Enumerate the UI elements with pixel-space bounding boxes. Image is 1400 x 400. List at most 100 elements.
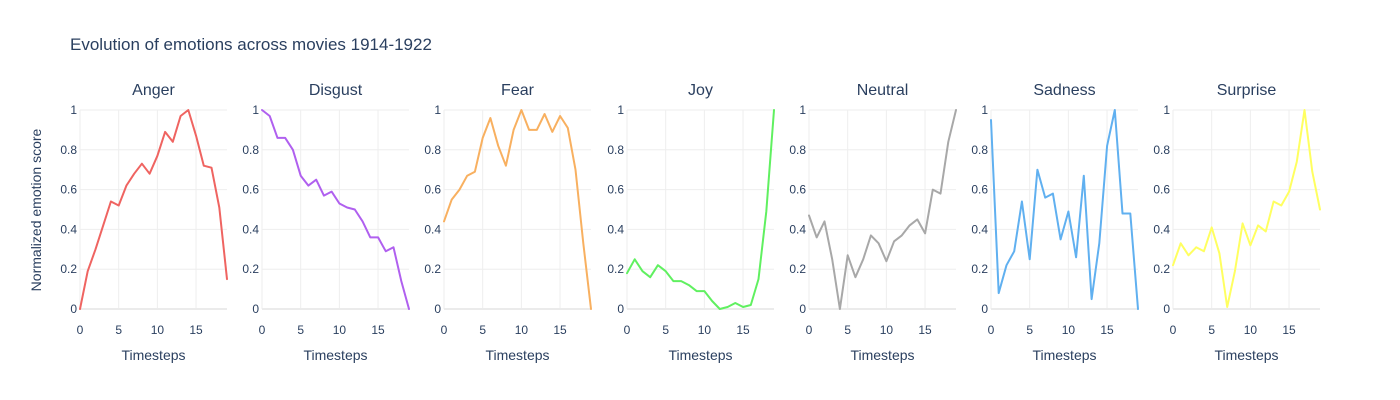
series-line-joy <box>626 109 775 310</box>
y-tick-label: 0 <box>252 302 259 316</box>
x-tick-label: 10 <box>880 323 894 337</box>
x-tick-label: 0 <box>1170 323 1177 337</box>
y-tick-label: 0 <box>617 302 624 316</box>
y-tick-label: 0.6 <box>60 183 77 197</box>
y-tick-label: 1 <box>981 103 988 117</box>
series-line-sadness <box>990 109 1139 310</box>
y-axis-title: Normalized emotion score <box>28 128 44 291</box>
x-tick-label: 0 <box>806 323 813 337</box>
series-line-anger <box>79 109 228 310</box>
subplot-joy: 0 5 10 15 0 0.2 0.4 0.6 0.8 1 Joy Timesteps <box>607 82 775 363</box>
y-tick-label: 0.4 <box>242 222 259 236</box>
y-tick-label: 0 <box>70 302 77 316</box>
x-tick-label: 15 <box>918 323 932 337</box>
y-tick-label: 1 <box>252 103 259 117</box>
y-tick-label: 1 <box>70 103 77 117</box>
x-axis-title: Timesteps <box>850 347 914 363</box>
x-axis-title: Timesteps <box>668 347 732 363</box>
subplot-neutral: 0 5 10 15 0 0.2 0.4 0.6 0.8 1 Neutral Timesteps <box>789 82 957 363</box>
x-tick-label: 15 <box>736 323 750 337</box>
subplot-sadness: 0 5 10 15 0 0.2 0.4 0.6 0.8 1 Sadness Timesteps <box>971 82 1139 363</box>
chart-title: Evolution of emotions across movies 1914… <box>70 35 432 54</box>
y-tick-label: 0 <box>434 302 441 316</box>
x-axis-title: Timesteps <box>1214 347 1278 363</box>
x-tick-label: 5 <box>844 323 851 337</box>
x-tick-label: 5 <box>662 323 669 337</box>
x-tick-label: 10 <box>1062 323 1076 337</box>
x-tick-label: 0 <box>624 323 631 337</box>
y-tick-label: 0.6 <box>424 183 441 197</box>
series-line-neutral <box>808 109 957 310</box>
y-tick-label: 0.8 <box>60 143 77 157</box>
x-tick-label: 5 <box>479 323 486 337</box>
subplot-title-fear: Fear <box>501 82 535 99</box>
y-tick-label: 0.4 <box>60 222 77 236</box>
x-tick-label: 0 <box>259 323 266 337</box>
y-tick-label: 0.4 <box>424 222 441 236</box>
y-tick-label: 0 <box>981 302 988 316</box>
subplot-title-surprise: Surprise <box>1217 82 1277 99</box>
y-tick-label: 0.8 <box>1153 143 1170 157</box>
x-tick-label: 5 <box>297 323 304 337</box>
subplot-fear: 0 5 10 15 0 0.2 0.4 0.6 0.8 1 Fear Timesteps <box>424 82 592 363</box>
y-tick-label: 0.6 <box>607 183 624 197</box>
subplot-surprise: 0 5 10 15 0 0.2 0.4 0.6 0.8 1 Surprise Timesteps <box>1153 82 1321 363</box>
x-tick-label: 0 <box>988 323 995 337</box>
y-tick-label: 0.6 <box>971 183 988 197</box>
y-tick-label: 0.8 <box>971 143 988 157</box>
series-line-disgust <box>261 109 410 310</box>
y-tick-label: 1 <box>1163 103 1170 117</box>
x-tick-label: 0 <box>77 323 84 337</box>
x-tick-label: 10 <box>333 323 347 337</box>
y-tick-label: 0.6 <box>1153 183 1170 197</box>
subplot-title-neutral: Neutral <box>857 82 909 99</box>
x-axis-title: Timesteps <box>121 347 185 363</box>
x-tick-label: 5 <box>1026 323 1033 337</box>
y-tick-label: 0.4 <box>789 222 806 236</box>
y-tick-label: 0.6 <box>789 183 806 197</box>
y-tick-label: 0.2 <box>424 262 441 276</box>
subplot-title-disgust: Disgust <box>309 82 363 99</box>
x-tick-label: 10 <box>515 323 529 337</box>
x-axis-title: Timesteps <box>1032 347 1096 363</box>
y-tick-label: 0.2 <box>789 262 806 276</box>
x-tick-label: 10 <box>698 323 712 337</box>
y-tick-label: 0.2 <box>1153 262 1170 276</box>
y-tick-label: 0 <box>1163 302 1170 316</box>
y-tick-label: 0.4 <box>1153 222 1170 236</box>
y-tick-label: 0.2 <box>971 262 988 276</box>
x-tick-label: 15 <box>189 323 203 337</box>
x-tick-label: 10 <box>1244 323 1258 337</box>
y-tick-label: 1 <box>617 103 624 117</box>
x-axis-title: Timesteps <box>485 347 549 363</box>
subplot-title-sadness: Sadness <box>1033 82 1095 99</box>
subplot-title-anger: Anger <box>132 82 175 99</box>
subplot-title-joy: Joy <box>688 82 713 99</box>
series-line-surprise <box>1172 109 1321 308</box>
x-tick-label: 15 <box>1282 323 1296 337</box>
y-tick-label: 0.6 <box>242 183 259 197</box>
x-axis-title: Timesteps <box>303 347 367 363</box>
x-tick-label: 5 <box>115 323 122 337</box>
y-tick-label: 0 <box>799 302 806 316</box>
y-tick-label: 0.2 <box>242 262 259 276</box>
y-tick-label: 0.4 <box>607 222 624 236</box>
x-tick-label: 5 <box>1208 323 1215 337</box>
y-tick-label: 0.2 <box>60 262 77 276</box>
subplot-disgust: 0 5 10 15 0 0.2 0.4 0.6 0.8 1 Disgust Timesteps <box>242 82 410 363</box>
x-tick-label: 0 <box>441 323 448 337</box>
y-tick-label: 0.8 <box>789 143 806 157</box>
y-tick-label: 0.8 <box>607 143 624 157</box>
x-tick-label: 15 <box>1100 323 1114 337</box>
x-tick-label: 10 <box>151 323 165 337</box>
y-tick-label: 0.2 <box>607 262 624 276</box>
series-line-fear <box>443 109 592 310</box>
y-tick-label: 0.8 <box>242 143 259 157</box>
subplot-anger: 0 5 10 15 0 0.2 0.4 0.6 0.8 1 Anger Timesteps <box>60 82 228 363</box>
y-tick-label: 1 <box>799 103 806 117</box>
y-tick-label: 1 <box>434 103 441 117</box>
x-tick-label: 15 <box>371 323 385 337</box>
